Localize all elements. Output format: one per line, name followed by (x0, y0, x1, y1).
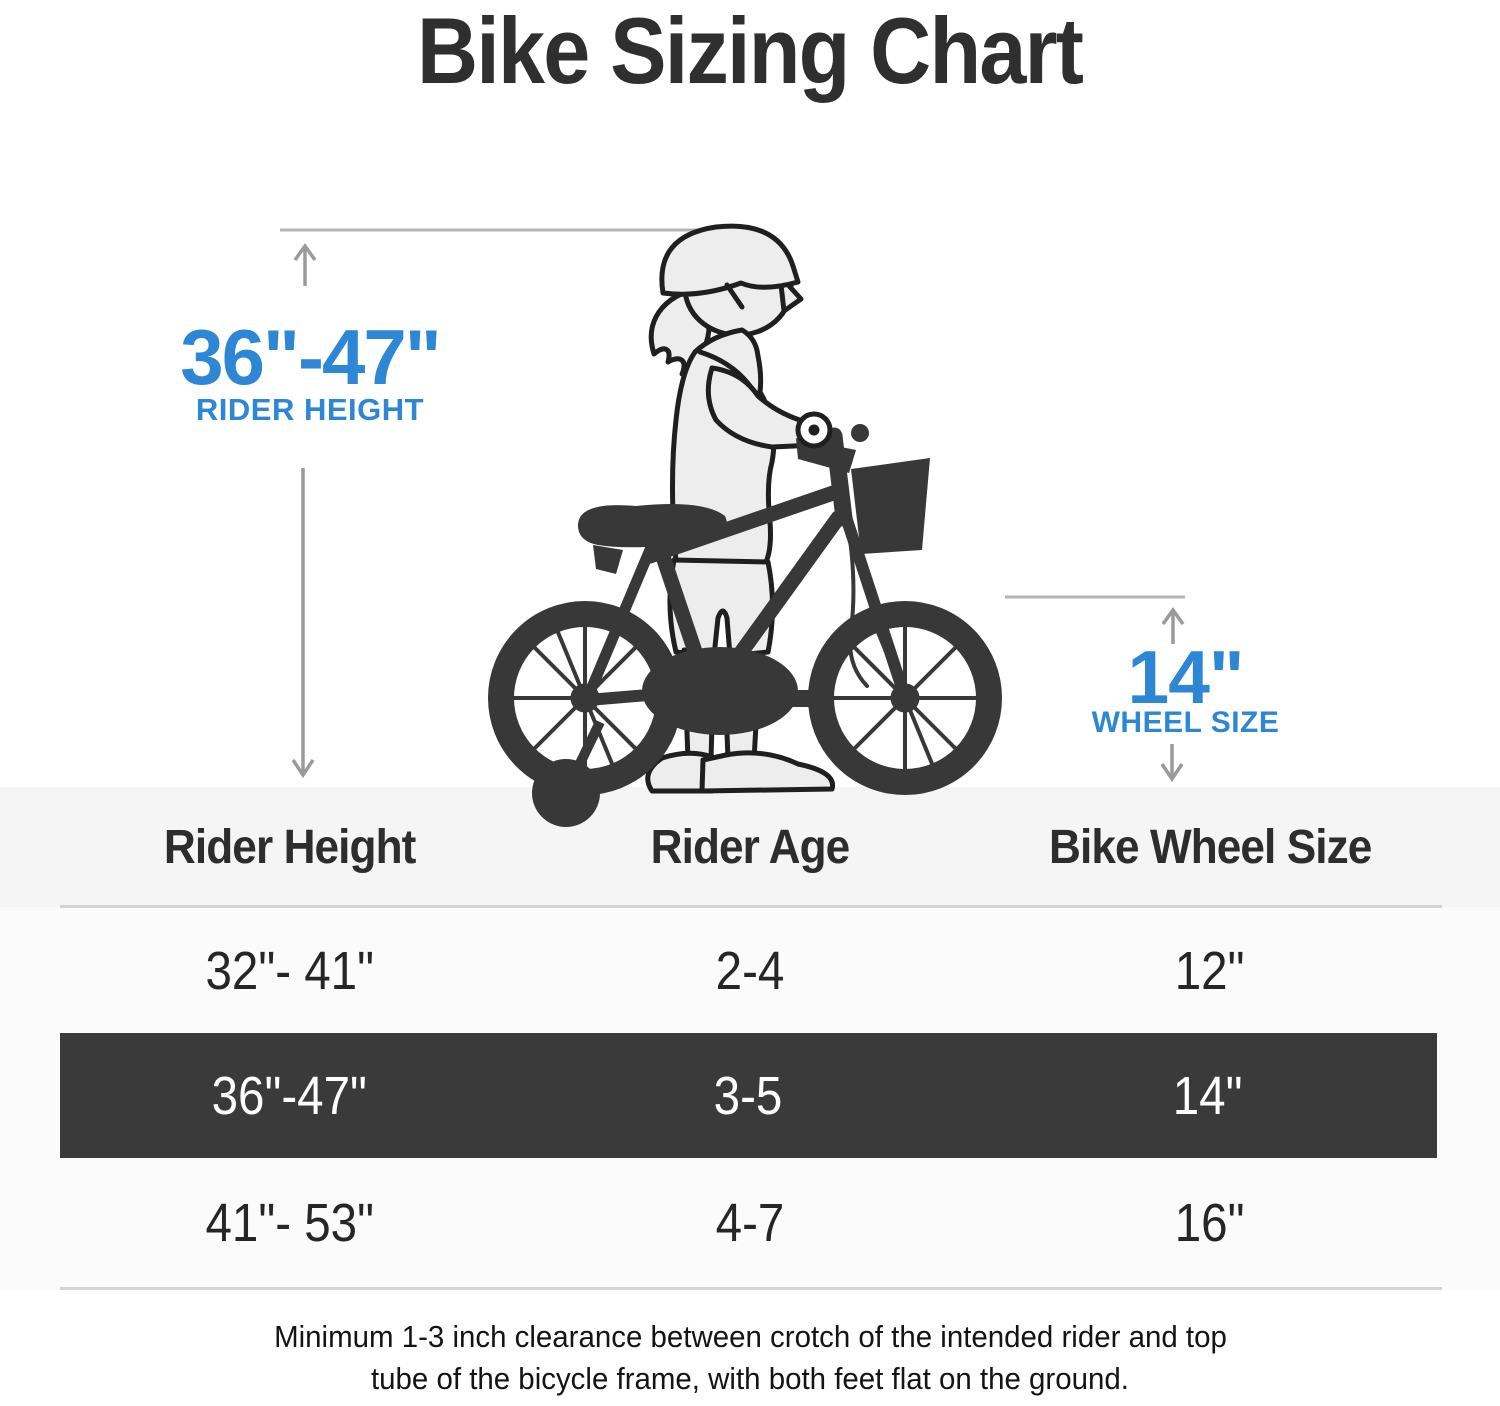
cell-rider-age: 3-5 (714, 1065, 783, 1126)
page-title: Bike Sizing Chart (0, 0, 1500, 103)
table-header-band (0, 787, 1500, 907)
cell-wheel-size: 12" (1175, 940, 1245, 1001)
helmet (659, 223, 801, 297)
bike-frame (582, 427, 910, 706)
table-divider (60, 905, 1442, 908)
front-fender (837, 612, 970, 655)
head-tube (825, 427, 853, 527)
torso (670, 327, 777, 565)
cell-rider-height: 32"- 41" (205, 940, 375, 1001)
crank (721, 686, 791, 704)
chain-stay (582, 684, 714, 706)
nose (777, 273, 804, 314)
fork (837, 502, 910, 700)
cell-wheel-size: 14" (1172, 1065, 1243, 1126)
basket (851, 458, 930, 554)
clearance-note-line2: tube of the bicycle frame, with both fee… (371, 1361, 1129, 1396)
child-rider-figure (645, 223, 836, 794)
cell-rider-height: 41"- 53" (205, 1192, 375, 1253)
ponytail (648, 285, 712, 377)
table-header-row: Rider Height Rider Age Bike Wheel Size (60, 787, 1440, 907)
sleeve-line (697, 349, 753, 389)
cell-rider-age: 4-7 (715, 1192, 785, 1253)
arrow-up-icon (1161, 606, 1185, 626)
chainguard (642, 647, 798, 735)
table-divider (60, 1287, 1442, 1290)
table-row: 41"- 53" 4-7 16" (60, 1158, 1440, 1287)
header-bike-wheel-size: Bike Wheel Size (1048, 820, 1372, 874)
cell-rider-age: 2-4 (715, 940, 785, 1001)
table-row-highlighted: 36"-47" 3-5 14" (60, 1033, 1437, 1158)
table-row: 32"- 41" 2-4 12" (60, 908, 1440, 1033)
drivetrain (642, 647, 826, 735)
front-shoe (699, 750, 836, 794)
wheel-size-value: 14" (1127, 635, 1245, 719)
seat-clamp (593, 545, 623, 574)
bell-icon (851, 424, 869, 442)
header-rider-height: Rider Height (164, 820, 416, 874)
handlebar (795, 411, 869, 473)
page-title-text: Bike Sizing Chart (417, 0, 1084, 103)
bike-illustration (488, 411, 1002, 827)
head (682, 238, 794, 338)
top-tube (642, 484, 844, 564)
arrow-up-icon (293, 242, 317, 262)
clearance-note: Minimum 1-3 inch clearance between crotc… (0, 1316, 1500, 1400)
seat-stay (584, 539, 658, 698)
arrow-down-icon (291, 759, 315, 779)
helmet-strap (724, 282, 745, 310)
cell-wheel-size: 16" (1175, 1192, 1245, 1253)
pedal (780, 690, 826, 707)
rear-fender (506, 601, 645, 656)
arm (705, 365, 825, 450)
rear-wheel (488, 601, 682, 795)
rear-leg (681, 647, 717, 763)
rider-height-value: 36"-47" (180, 313, 441, 401)
shorts (667, 557, 775, 659)
wheel-size-label: WHEEL SIZE (1091, 706, 1280, 739)
cell-rider-height: 36"-47" (211, 1065, 368, 1126)
front-wheel (808, 601, 1002, 795)
front-leg (721, 649, 763, 763)
down-tube (706, 510, 846, 698)
brake-cable (834, 468, 869, 688)
grip (795, 411, 833, 449)
seat-tube (646, 522, 716, 698)
arrow-down-icon (1160, 763, 1184, 783)
clearance-note-line1: Minimum 1-3 inch clearance between crotc… (273, 1319, 1227, 1354)
seat (577, 503, 728, 574)
header-rider-age: Rider Age (650, 820, 851, 874)
rider-height-label: RIDER HEIGHT (195, 392, 425, 427)
rear-shoe (645, 750, 715, 794)
